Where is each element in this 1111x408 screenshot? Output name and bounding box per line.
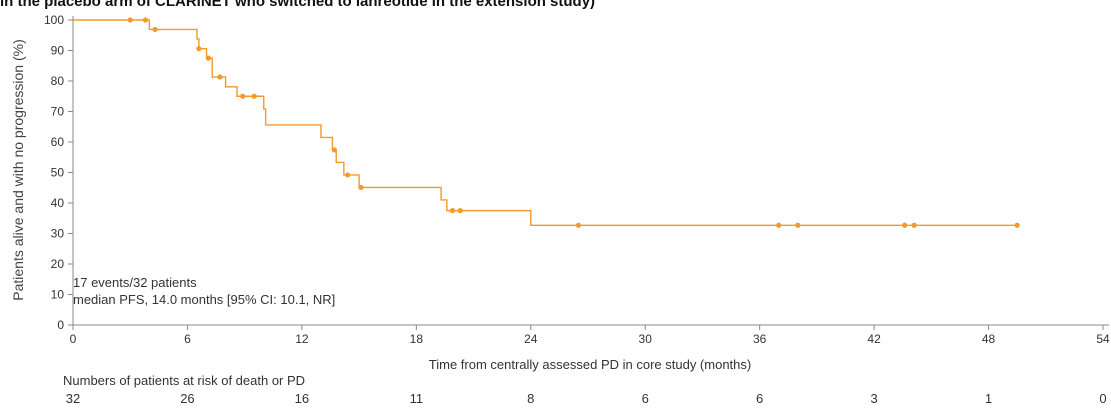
- censor-mark: [457, 208, 463, 214]
- y-tick-label: 70: [51, 105, 65, 119]
- risk-value-42: 3: [870, 391, 878, 406]
- events-annotation: 17 events/32 patients: [73, 275, 197, 290]
- km-survival-line: [73, 19, 1018, 226]
- risk-value-6: 26: [180, 391, 195, 406]
- risk-table-title: Numbers of patients at risk of death or …: [63, 373, 306, 388]
- censor-mark: [911, 222, 917, 228]
- median-pfs-annotation: median PFS, 14.0 months [95% CI: 10.1, N…: [73, 292, 336, 307]
- risk-value-54: 0: [1099, 391, 1107, 406]
- x-tick-label: 24: [524, 332, 538, 346]
- x-tick-label: 6: [184, 332, 191, 346]
- y-tick-label: 100: [44, 13, 64, 27]
- y-tick-label: 50: [51, 166, 65, 180]
- censor-mark: [776, 222, 782, 228]
- censor-mark: [205, 55, 212, 61]
- risk-value-0: 32: [65, 391, 81, 406]
- censor-mark: [331, 147, 337, 153]
- censor-mark: [902, 222, 908, 228]
- x-tick-label: 36: [753, 332, 767, 346]
- y-tick-label: 10: [51, 288, 65, 302]
- y-tick-label: 90: [51, 44, 65, 58]
- x-tick-label: 54: [1096, 332, 1110, 346]
- risk-value-30: 6: [641, 391, 649, 406]
- censor-mark: [345, 172, 351, 178]
- x-tick-label: 42: [867, 332, 881, 346]
- y-tick-label: 40: [51, 196, 65, 210]
- censor-mark: [1014, 222, 1020, 228]
- risk-value-36: 6: [756, 391, 764, 406]
- y-tick-label: 80: [51, 74, 65, 88]
- censor-mark: [127, 17, 133, 23]
- x-tick-label: 0: [70, 332, 77, 346]
- censor-mark: [240, 93, 246, 99]
- x-tick-label: 18: [410, 332, 424, 346]
- censor-mark: [251, 93, 257, 99]
- chart-header-text: in the placebo arm of CLARINET who switc…: [0, 0, 596, 10]
- risk-value-24: 8: [527, 391, 535, 406]
- y-axis-title: Patients alive and with no progression (…: [10, 39, 26, 301]
- risk-value-12: 16: [294, 391, 310, 406]
- risk-value-48: 1: [984, 391, 993, 406]
- risk-value-18: 11: [409, 391, 424, 406]
- y-tick-label: 0: [57, 318, 64, 332]
- y-tick-label: 60: [51, 135, 65, 149]
- x-tick-label: 30: [639, 332, 653, 346]
- censor-mark: [449, 208, 456, 214]
- y-axis-title-wrap: Patients alive and with no progression (…: [8, 20, 28, 320]
- censor-mark: [358, 184, 364, 191]
- censor-mark: [142, 17, 149, 23]
- censor-mark: [217, 74, 223, 80]
- x-tick-label: 12: [295, 332, 309, 346]
- y-tick-label: 30: [51, 227, 65, 241]
- censor-mark: [795, 222, 801, 228]
- censor-mark: [196, 46, 202, 52]
- x-axis-title: Time from centrally assessed PD in core …: [428, 357, 752, 372]
- censor-mark: [575, 222, 582, 228]
- censor-mark: [152, 26, 158, 33]
- y-tick-label: 20: [51, 257, 65, 271]
- x-tick-label: 48: [982, 332, 996, 346]
